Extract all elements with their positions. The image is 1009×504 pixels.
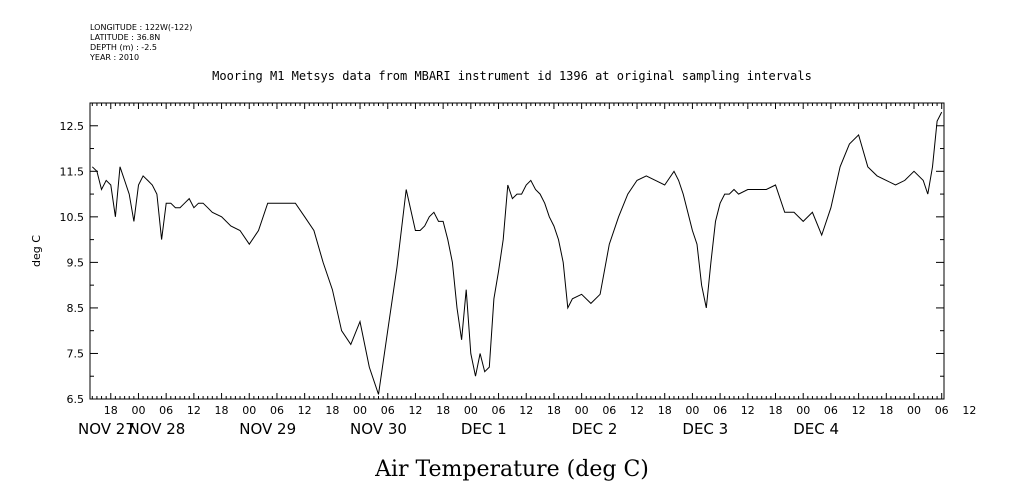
y-axis-label: deg C — [30, 235, 43, 267]
y-tick-label: 9.5 — [67, 256, 85, 269]
x-hour-tick-label: 12 — [187, 404, 201, 417]
x-hour-tick-label: 18 — [658, 404, 672, 417]
y-tick-label: 12.5 — [60, 120, 85, 133]
axis-ticks — [90, 102, 944, 400]
x-hour-tick-label: 12 — [519, 404, 533, 417]
y-tick-label: 7.5 — [67, 347, 85, 360]
x-day-label: DEC 4 — [793, 420, 839, 438]
axis-tick-labels: 18 00 06 12 18 00 06 12 18 00 06 12 18 00 06 12 18 00 06 12… — [60, 120, 977, 438]
x-hour-tick-label: 06 — [824, 404, 838, 417]
x-hour-tick-label: 18 — [769, 404, 783, 417]
x-axis-label: Air Temperature (deg C) — [374, 457, 649, 482]
x-hour-tick-label: 00 — [575, 404, 589, 417]
meta-depth: DEPTH (m) : -2.5 — [90, 43, 157, 52]
y-tick-label: 11.5 — [60, 165, 85, 178]
x-hour-tick-label: 06 — [492, 404, 506, 417]
y-tick-label: 6.5 — [67, 393, 85, 406]
x-hour-tick-label: 06 — [713, 404, 727, 417]
x-hour-tick-label: 12 — [962, 404, 976, 417]
x-day-label: NOV 29 — [239, 420, 296, 438]
x-hour-tick-label: 12 — [741, 404, 755, 417]
x-hour-tick-label: 18 — [215, 404, 229, 417]
x-hour-tick-label: 00 — [242, 404, 256, 417]
x-hour-tick-label: 12 — [408, 404, 422, 417]
meta-latitude: LATITUDE : 36.8N — [90, 33, 160, 42]
x-hour-tick-label: 18 — [547, 404, 561, 417]
series-line — [91, 111, 943, 395]
meta-longitude: LONGITUDE : 122W(-122) — [90, 23, 192, 32]
x-day-label: NOV 30 — [350, 420, 407, 438]
x-hour-tick-label: 18 — [879, 404, 893, 417]
x-day-label: DEC 1 — [461, 420, 507, 438]
x-hour-tick-label: 00 — [907, 404, 921, 417]
x-day-label: NOV 28 — [128, 420, 185, 438]
x-day-label: DEC 3 — [682, 420, 728, 438]
x-hour-tick-label: 18 — [104, 404, 118, 417]
x-hour-tick-label: 12 — [852, 404, 866, 417]
x-hour-tick-label: 00 — [685, 404, 699, 417]
x-day-label: NOV 27 — [78, 420, 135, 438]
y-tick-label: 10.5 — [60, 211, 85, 224]
x-hour-tick-label: 12 — [298, 404, 312, 417]
x-hour-tick-label: 00 — [353, 404, 367, 417]
x-hour-tick-label: 06 — [381, 404, 395, 417]
x-hour-tick-label: 00 — [796, 404, 810, 417]
chart-title: Mooring M1 Metsys data from MBARI instru… — [212, 69, 812, 83]
x-hour-tick-label: 06 — [159, 404, 173, 417]
x-hour-tick-label: 00 — [464, 404, 478, 417]
y-tick-label: 8.5 — [67, 302, 85, 315]
plot-frame — [89, 102, 945, 400]
meta-year: YEAR : 2010 — [89, 53, 139, 62]
x-hour-tick-label: 00 — [131, 404, 145, 417]
x-hour-tick-label: 06 — [935, 404, 949, 417]
x-hour-tick-label: 06 — [602, 404, 616, 417]
x-hour-tick-label: 12 — [630, 404, 644, 417]
x-hour-tick-label: 18 — [325, 404, 339, 417]
x-day-label: DEC 2 — [572, 420, 618, 438]
x-hour-tick-label: 18 — [436, 404, 450, 417]
x-hour-tick-label: 06 — [270, 404, 284, 417]
